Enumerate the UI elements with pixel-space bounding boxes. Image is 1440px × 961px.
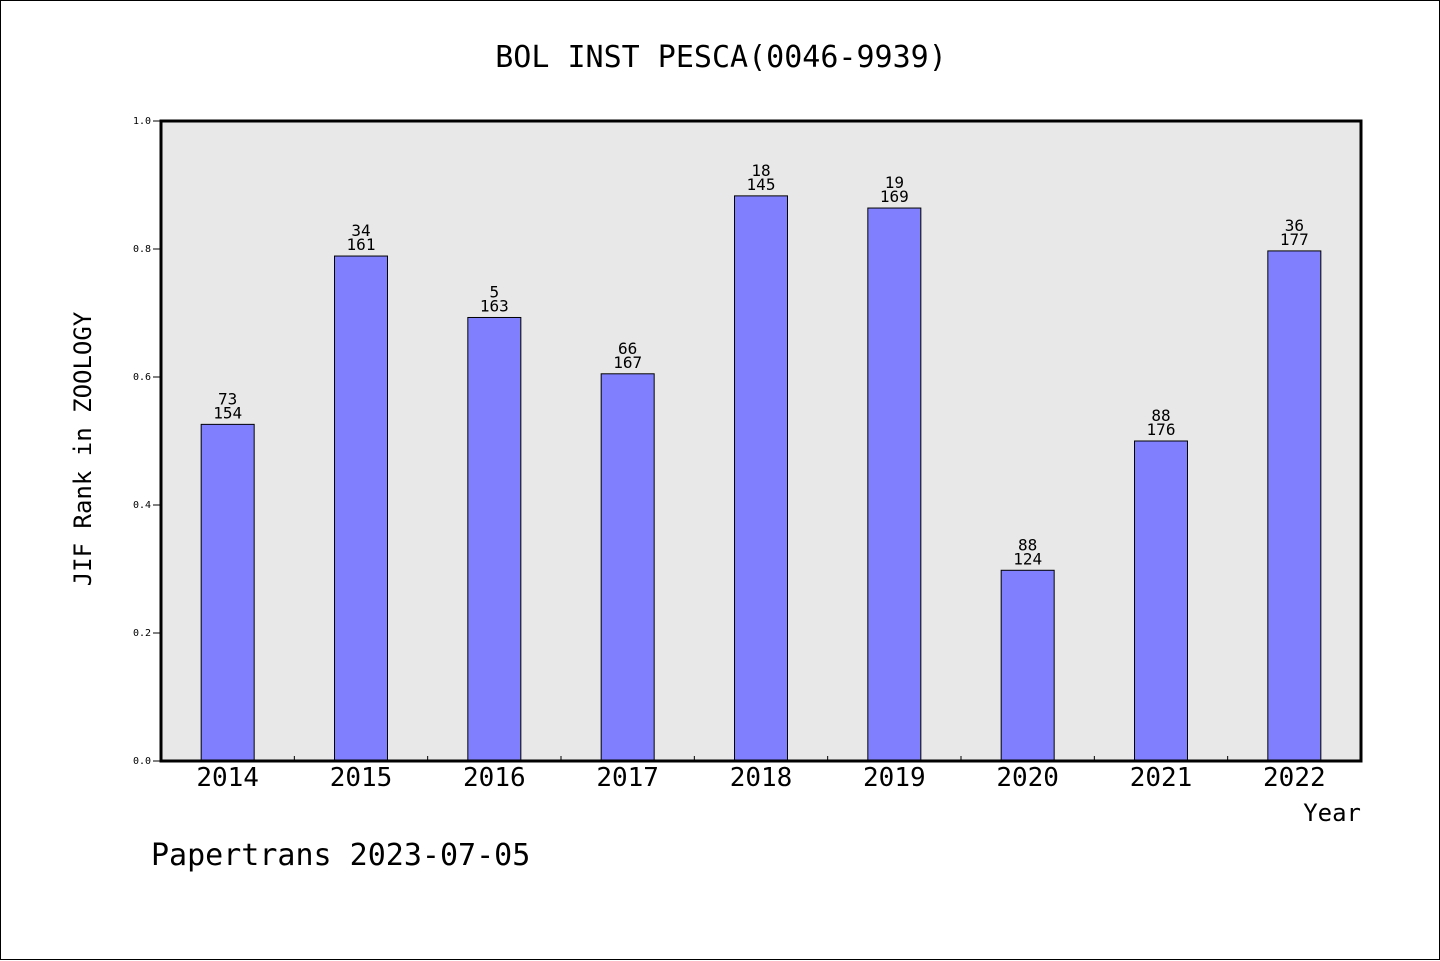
bar-rank-label: 73 <box>218 389 237 408</box>
y-axis-label: JIF Rank in ZOOLOGY <box>69 311 97 586</box>
bar-rank-label: 34 <box>351 221 370 240</box>
bar-rank-label: 66 <box>618 339 637 358</box>
bar-rank-label: 19 <box>885 173 904 192</box>
y-tick-label: 1.0 <box>133 116 151 127</box>
bar-2014 <box>200 423 255 762</box>
x-tick-label: 2021 <box>1130 763 1193 793</box>
bar-total-label: 124 <box>1013 549 1042 568</box>
bar-rank-label: 88 <box>1018 535 1037 554</box>
bar-total-label: 167 <box>613 353 642 372</box>
bar-2017 <box>600 373 655 762</box>
y-tick-label: 0.2 <box>133 628 151 639</box>
bar-2021 <box>1134 440 1188 762</box>
bar-2019 <box>867 207 922 762</box>
x-tick-label: 2020 <box>996 763 1059 793</box>
x-axis: 2014 2015 2016 2017 2018 2019 2020 2021 2022 <box>196 756 1326 793</box>
plot-border <box>159 119 1363 763</box>
x-tick-label: 2014 <box>196 763 259 793</box>
bar-total-label: 161 <box>347 235 376 254</box>
x-tick-label: 2018 <box>730 763 793 793</box>
y-tick-label: 0.6 <box>133 372 151 383</box>
y-axis: 0.0 0.2 0.4 0.6 0.8 1.0 <box>133 116 161 767</box>
bar-rank-label: 18 <box>751 161 770 180</box>
x-tick-label: 2019 <box>863 763 926 793</box>
bar-rank-label: 5 <box>490 282 500 301</box>
x-tick-label: 2016 <box>463 763 526 793</box>
y-tick-label: 0.0 <box>133 756 151 767</box>
y-tick-label: 0.8 <box>133 244 151 255</box>
y-tick-label: 0.4 <box>133 500 151 511</box>
bar-total-label: 176 <box>1147 420 1176 439</box>
bar-2018 <box>734 195 788 762</box>
x-tick-label: 2022 <box>1263 763 1326 793</box>
footer-text: Papertrans 2023-07-05 <box>151 838 530 873</box>
bar-2020 <box>1000 569 1055 762</box>
x-axis-label: Year <box>1303 799 1361 827</box>
bar-2022 <box>1267 250 1322 762</box>
bar-total-label: 145 <box>747 175 776 194</box>
x-tick-label: 2017 <box>596 763 659 793</box>
bar-2016 <box>467 316 522 762</box>
bar-total-label: 163 <box>480 296 509 315</box>
bar-rank-label: 36 <box>1285 216 1304 235</box>
bar-rank-label: 88 <box>1151 406 1170 425</box>
bar-total-label: 177 <box>1280 230 1309 249</box>
bar-total-label: 169 <box>880 187 909 206</box>
chart-title: BOL INST PESCA(0046-9939) <box>495 40 947 75</box>
bar-2015 <box>334 255 388 762</box>
x-tick-label: 2015 <box>330 763 393 793</box>
bar-total-label: 154 <box>213 403 242 422</box>
bars <box>200 195 1322 762</box>
